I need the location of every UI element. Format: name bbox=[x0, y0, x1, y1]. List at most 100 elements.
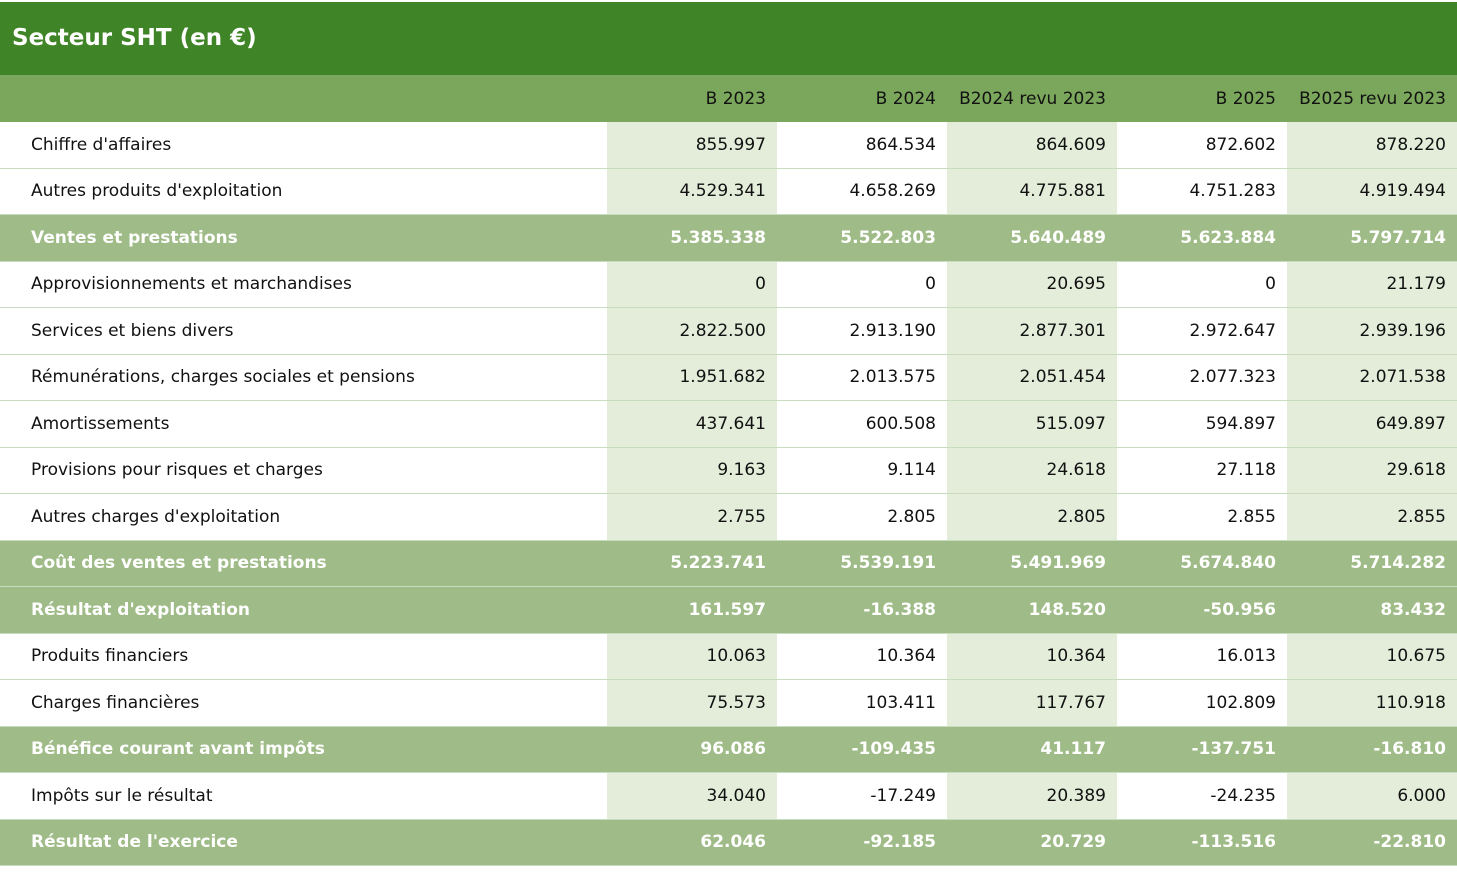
cell: 110.918 bbox=[1287, 679, 1457, 727]
cell: 5.640.489 bbox=[947, 214, 1117, 262]
column-header: B 2024 bbox=[777, 75, 947, 122]
cell: 437.641 bbox=[607, 400, 777, 448]
cell: 5.714.282 bbox=[1287, 540, 1457, 587]
cell: 20.695 bbox=[947, 261, 1117, 308]
cell: 20.389 bbox=[947, 772, 1117, 820]
cell: -109.435 bbox=[777, 726, 947, 773]
table-row: Bénéfice courant avant impôts 96.086 -109.… bbox=[0, 726, 1457, 773]
cell: 872.602 bbox=[1117, 122, 1287, 169]
table-row: Produits financiers 10.063 10.364 10.364 16.… bbox=[0, 633, 1457, 680]
cell: 16.013 bbox=[1117, 633, 1287, 680]
cell: 9.114 bbox=[777, 447, 947, 494]
table-row: Chiffre d'affaires 855.997 864.534 864.609 8… bbox=[0, 122, 1457, 169]
row-label: Résultat d'exploitation bbox=[0, 586, 607, 634]
cell: 2.013.575 bbox=[777, 354, 947, 401]
table-row: Résultat d'exploitation 161.597 -16.388 148… bbox=[0, 586, 1457, 634]
cell: 864.534 bbox=[777, 122, 947, 169]
cell: 5.797.714 bbox=[1287, 214, 1457, 262]
cell: 1.951.682 bbox=[607, 354, 777, 401]
row-label: Bénéfice courant avant impôts bbox=[0, 726, 607, 773]
cell: 29.618 bbox=[1287, 447, 1457, 494]
cell: 41.117 bbox=[947, 726, 1117, 773]
cell: 2.913.190 bbox=[777, 307, 947, 355]
column-header: B2025 revu 2023 bbox=[1287, 75, 1457, 122]
cell: 2.877.301 bbox=[947, 307, 1117, 355]
cell: 117.767 bbox=[947, 679, 1117, 727]
cell: 83.432 bbox=[1287, 586, 1457, 634]
cell: 10.675 bbox=[1287, 633, 1457, 680]
cell: 0 bbox=[607, 261, 777, 308]
cell: 2.755 bbox=[607, 493, 777, 541]
cell: 2.855 bbox=[1287, 493, 1457, 541]
title: Secteur SHT (en €) bbox=[0, 2, 1457, 75]
cell: 96.086 bbox=[607, 726, 777, 773]
cell: 2.805 bbox=[947, 493, 1117, 541]
cell: 2.051.454 bbox=[947, 354, 1117, 401]
row-label: Produits financiers bbox=[0, 633, 607, 680]
row-label: Amortissements bbox=[0, 400, 607, 448]
cell: 103.411 bbox=[777, 679, 947, 727]
cell: 27.118 bbox=[1117, 447, 1287, 494]
column-header: B 2025 bbox=[1117, 75, 1287, 122]
cell: 34.040 bbox=[607, 772, 777, 820]
table-row: Approvisionnements et marchandises 0 0 20.6… bbox=[0, 261, 1457, 308]
row-label: Résultat de l'exercice bbox=[0, 819, 607, 866]
cell: 5.223.741 bbox=[607, 540, 777, 587]
cell: 21.179 bbox=[1287, 261, 1457, 308]
cell: 2.822.500 bbox=[607, 307, 777, 355]
table: B 2023 B 2024 B2024 revu 2023 B 2025 B2025 r… bbox=[0, 75, 1457, 866]
table-row: Autres charges d'exploitation 2.755 2.805 2… bbox=[0, 493, 1457, 541]
header-cell bbox=[0, 75, 607, 122]
cell: 4.658.269 bbox=[777, 168, 947, 215]
cell: 75.573 bbox=[607, 679, 777, 727]
table-row: Services et biens divers 2.822.500 2.913.1… bbox=[0, 307, 1457, 355]
cell: 5.522.803 bbox=[777, 214, 947, 262]
cell: 20.729 bbox=[947, 819, 1117, 866]
cell: -16.388 bbox=[777, 586, 947, 634]
row-label: Autres produits d'exploitation bbox=[0, 168, 607, 215]
cell: 6.000 bbox=[1287, 772, 1457, 820]
cell: 148.520 bbox=[947, 586, 1117, 634]
cell: 5.491.969 bbox=[947, 540, 1117, 587]
row-label: Services et biens divers bbox=[0, 307, 607, 355]
cell: -92.185 bbox=[777, 819, 947, 866]
cell: 24.618 bbox=[947, 447, 1117, 494]
cell: 10.063 bbox=[607, 633, 777, 680]
table-row: Provisions pour risques et charges 9.163 9… bbox=[0, 447, 1457, 494]
column-header: B 2023 bbox=[607, 75, 777, 122]
cell: 10.364 bbox=[777, 633, 947, 680]
row-label: Impôts sur le résultat bbox=[0, 772, 607, 820]
row-label: Approvisionnements et marchandises bbox=[0, 261, 607, 308]
table-row: Autres produits d'exploitation 4.529.341 4… bbox=[0, 168, 1457, 215]
cell: 4.529.341 bbox=[607, 168, 777, 215]
cell: 5.385.338 bbox=[607, 214, 777, 262]
table-row: Ventes et prestations 5.385.338 5.522.803 5… bbox=[0, 214, 1457, 262]
cell: -50.956 bbox=[1117, 586, 1287, 634]
cell: 102.809 bbox=[1117, 679, 1287, 727]
cell: 855.997 bbox=[607, 122, 777, 169]
row-label: Rémunérations, charges sociales et pensi… bbox=[0, 354, 607, 401]
cell: -137.751 bbox=[1117, 726, 1287, 773]
row-label: Coût des ventes et prestations bbox=[0, 540, 607, 587]
cell: 10.364 bbox=[947, 633, 1117, 680]
cell: 4.775.881 bbox=[947, 168, 1117, 215]
cell: 5.623.884 bbox=[1117, 214, 1287, 262]
column-header: B2024 revu 2023 bbox=[947, 75, 1117, 122]
row-label: Chiffre d'affaires bbox=[0, 122, 607, 169]
row-label: Autres charges d'exploitation bbox=[0, 493, 607, 541]
row-label: Provisions pour risques et charges bbox=[0, 447, 607, 494]
table-body: Chiffre d'affaires 855.997 864.534 864.609 8… bbox=[0, 122, 1457, 866]
cell: 4.751.283 bbox=[1117, 168, 1287, 215]
cell: 649.897 bbox=[1287, 400, 1457, 448]
cell: 594.897 bbox=[1117, 400, 1287, 448]
cell: 4.919.494 bbox=[1287, 168, 1457, 215]
cell: 0 bbox=[777, 261, 947, 308]
row-label: Ventes et prestations bbox=[0, 214, 607, 262]
cell: 161.597 bbox=[607, 586, 777, 634]
cell: 5.674.840 bbox=[1117, 540, 1287, 587]
cell: 600.508 bbox=[777, 400, 947, 448]
cell: 878.220 bbox=[1287, 122, 1457, 169]
cell: 2.077.323 bbox=[1117, 354, 1287, 401]
cell: 0 bbox=[1117, 261, 1287, 308]
